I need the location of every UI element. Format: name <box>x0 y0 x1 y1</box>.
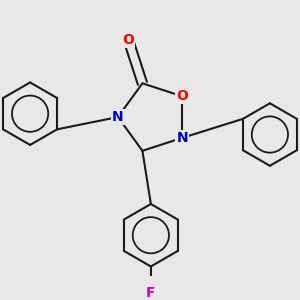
Text: O: O <box>176 89 188 103</box>
Text: N: N <box>112 110 124 124</box>
Text: F: F <box>146 286 156 300</box>
Text: O: O <box>122 33 134 47</box>
Text: N: N <box>176 131 188 145</box>
